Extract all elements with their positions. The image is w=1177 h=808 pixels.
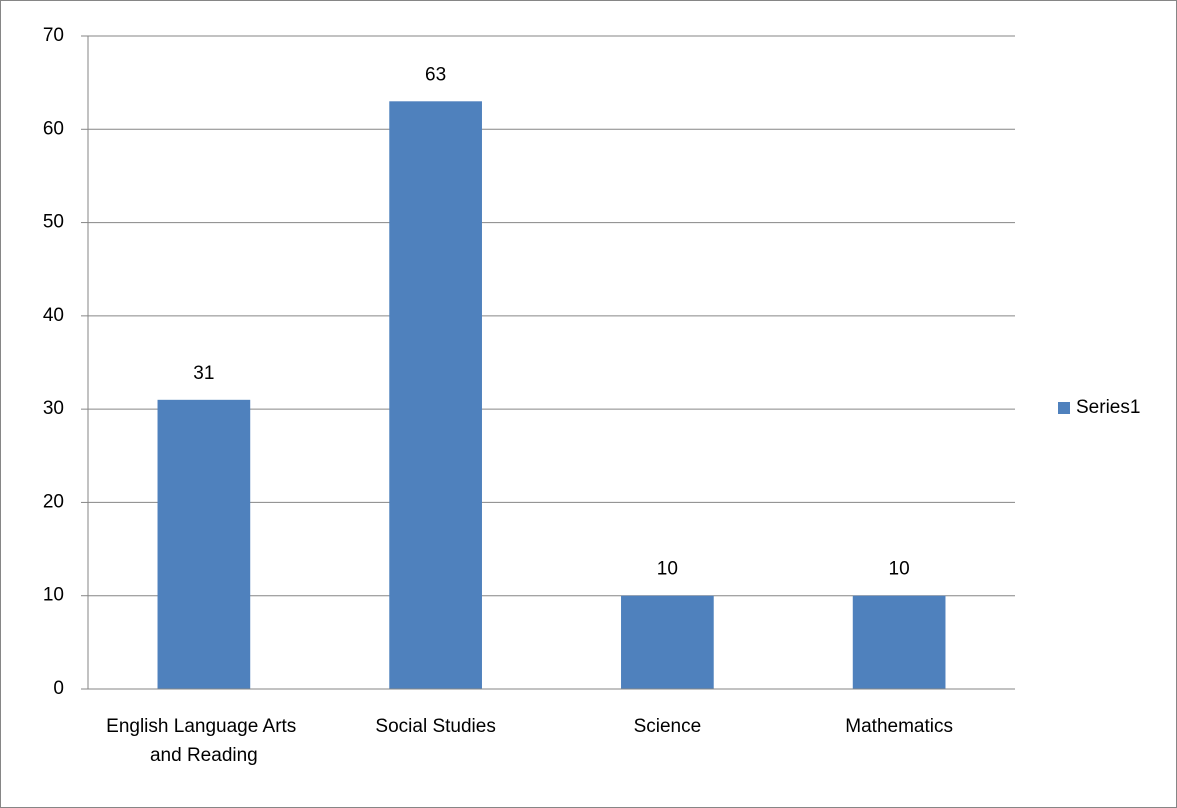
x-tick-label: Mathematics [845,716,953,737]
y-tick-label: 20 [43,491,64,512]
bar [389,101,482,690]
y-tick-label: 50 [43,212,64,233]
bar [852,595,946,689]
data-label: 63 [425,64,446,85]
legend-swatch [1058,402,1070,414]
x-tick-label: Social Studies [375,716,495,737]
y-tick-label: 70 [43,25,64,46]
x-tick-label: English Language Arts and Reading [106,716,301,766]
bar [621,595,714,689]
legend-label: Series1 [1076,397,1140,418]
x-tick-label: Science [634,716,702,737]
y-tick-label: 10 [43,585,64,606]
y-tick-label: 60 [43,118,64,139]
y-tick-label: 40 [43,305,64,326]
data-label: 10 [889,559,910,580]
data-label: 31 [193,363,214,384]
bar [157,399,251,689]
data-label: 10 [657,559,678,580]
y-tick-label: 30 [43,398,64,419]
y-tick-label: 0 [53,678,64,699]
